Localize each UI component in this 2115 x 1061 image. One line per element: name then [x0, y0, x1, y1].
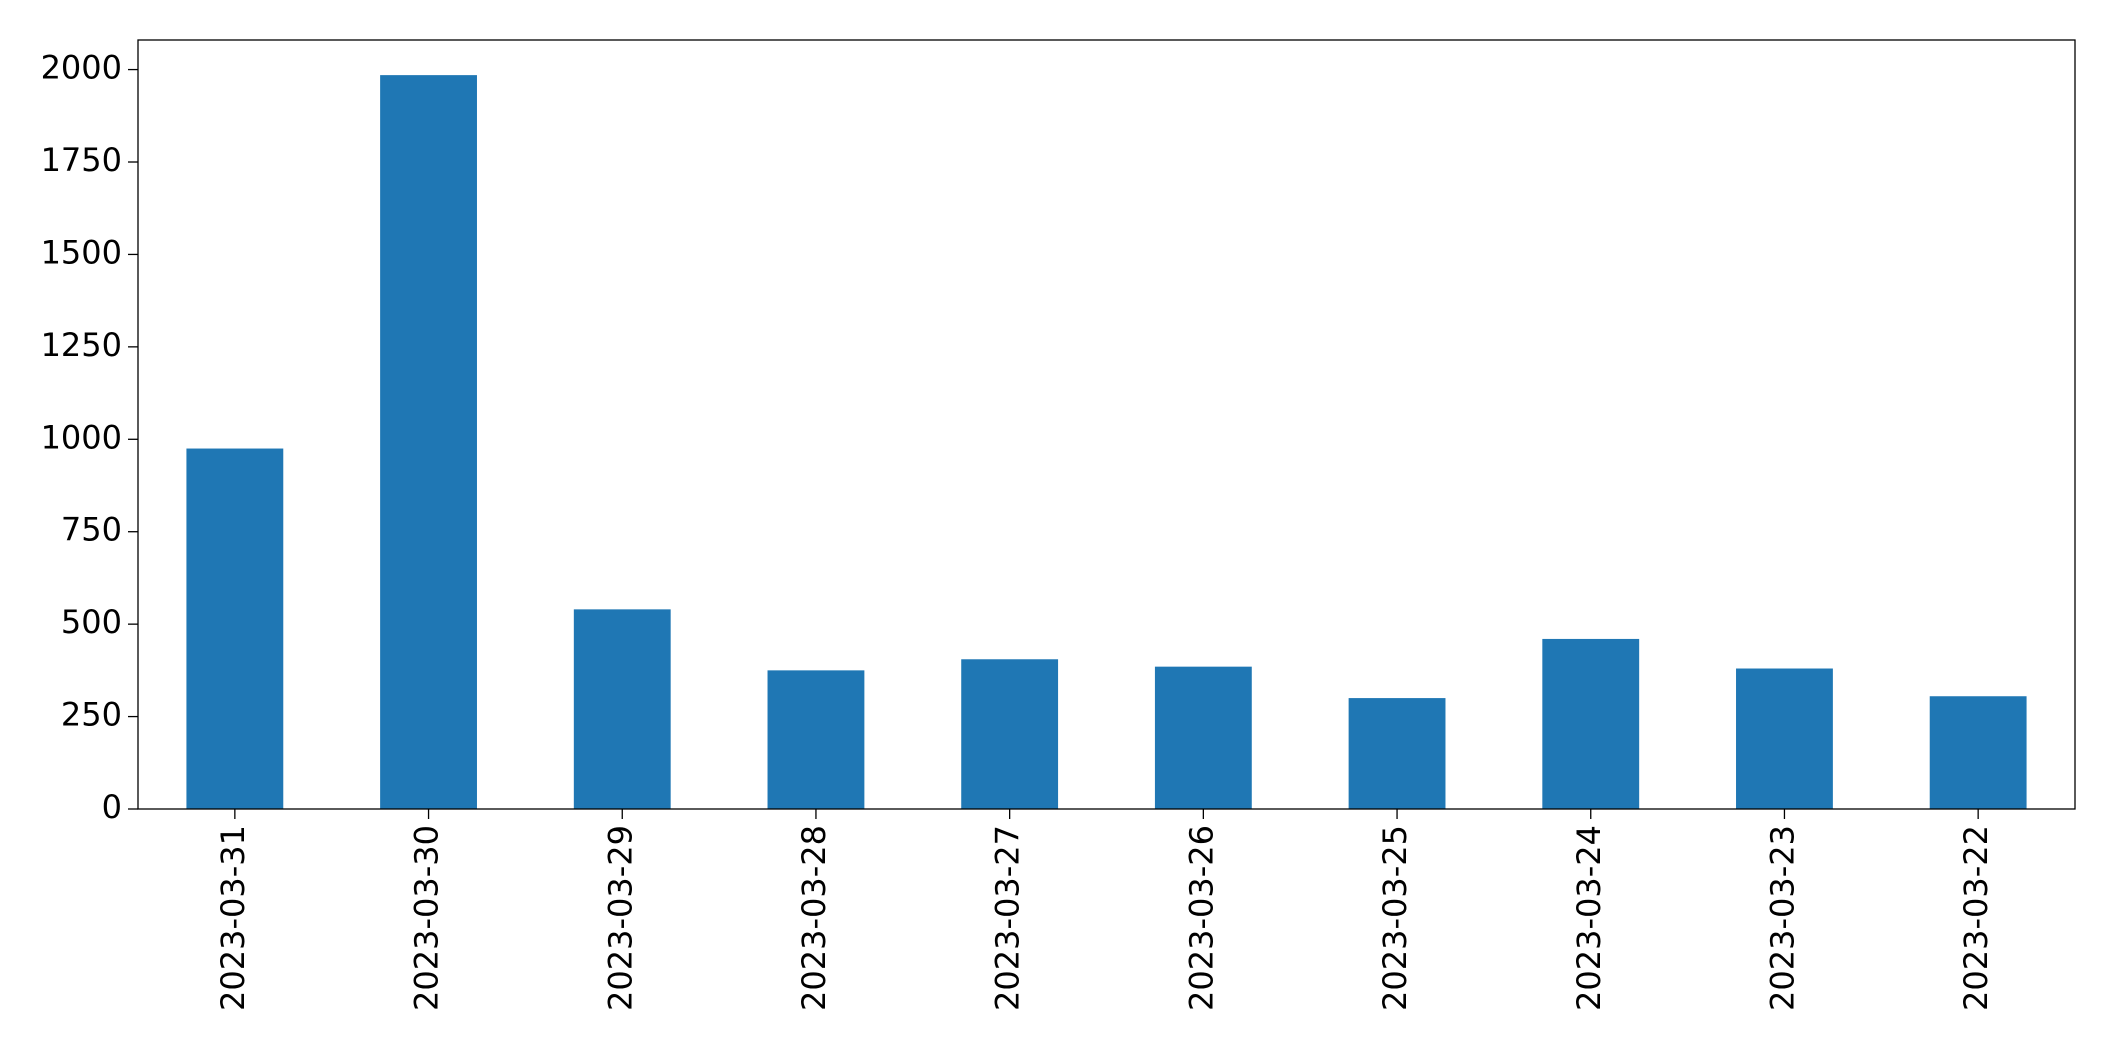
x-tick-label: 2023-03-26 [1182, 825, 1220, 1011]
x-tick-label: 2023-03-25 [1376, 825, 1414, 1011]
bar [1348, 698, 1446, 809]
y-tick-label: 0 [102, 788, 122, 826]
bar [767, 670, 865, 809]
y-tick-label: 1750 [41, 141, 122, 179]
bar [1736, 668, 1833, 809]
bar [1542, 638, 1640, 809]
x-tick-label: 2023-03-31 [214, 825, 252, 1011]
y-tick-label: 250 [61, 696, 122, 734]
bar [1154, 666, 1252, 809]
bar [380, 75, 477, 809]
x-tick-label: 2023-03-23 [1763, 825, 1801, 1011]
y-tick-label: 2000 [41, 49, 122, 87]
y-tick-label: 1250 [41, 326, 122, 364]
y-tick-label: 1500 [41, 233, 122, 271]
bar [186, 448, 284, 809]
x-tick-label: 2023-03-24 [1570, 825, 1608, 1011]
bar [573, 609, 671, 809]
x-tick-label: 2023-03-27 [989, 825, 1027, 1011]
x-tick-label: 2023-03-28 [795, 825, 833, 1011]
x-tick-label: 2023-03-29 [601, 825, 639, 1011]
bar [961, 659, 1059, 809]
x-tick-label: 2023-03-30 [408, 825, 446, 1011]
bar [1929, 696, 2027, 809]
plot-frame [137, 39, 2076, 810]
y-tick-label: 500 [61, 603, 122, 641]
y-tick-label: 1000 [41, 418, 122, 456]
y-tick-label: 750 [61, 511, 122, 549]
x-tick-label: 2023-03-22 [1957, 825, 1995, 1011]
